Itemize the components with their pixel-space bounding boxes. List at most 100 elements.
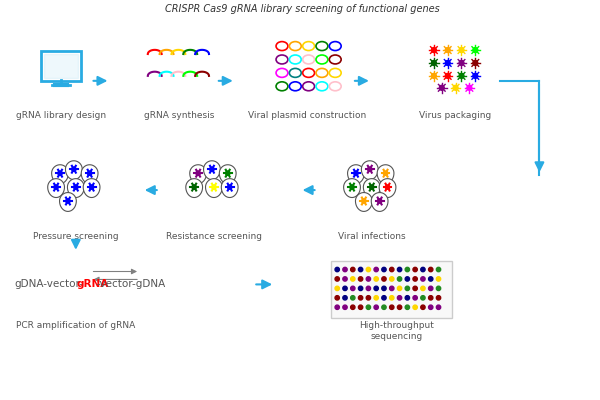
Circle shape (397, 286, 402, 290)
Circle shape (445, 73, 450, 78)
Ellipse shape (276, 68, 288, 77)
Circle shape (335, 277, 340, 281)
Circle shape (431, 60, 436, 66)
Circle shape (413, 277, 418, 281)
Text: CRISPR Cas9 gRNA library screening of functional genes: CRISPR Cas9 gRNA library screening of fu… (166, 4, 440, 14)
Circle shape (196, 171, 200, 175)
Circle shape (473, 73, 478, 78)
Circle shape (431, 73, 436, 78)
Circle shape (436, 286, 440, 290)
Circle shape (382, 277, 386, 281)
Polygon shape (65, 161, 82, 180)
Polygon shape (355, 192, 372, 212)
Circle shape (473, 60, 478, 66)
Circle shape (405, 305, 410, 310)
Circle shape (405, 267, 410, 272)
Circle shape (368, 167, 372, 171)
Polygon shape (347, 165, 364, 184)
Circle shape (358, 277, 363, 281)
Circle shape (445, 60, 450, 66)
Circle shape (397, 267, 402, 272)
Circle shape (374, 267, 379, 272)
Text: Virus packaging: Virus packaging (419, 111, 492, 120)
Circle shape (66, 199, 70, 203)
Circle shape (354, 171, 358, 175)
Circle shape (405, 277, 410, 281)
Text: PCR amplification of gRNA: PCR amplification of gRNA (16, 321, 136, 330)
Circle shape (459, 60, 464, 66)
Circle shape (385, 185, 389, 189)
Circle shape (343, 286, 347, 290)
Circle shape (366, 286, 371, 290)
Circle shape (389, 305, 394, 310)
Circle shape (453, 85, 458, 90)
Polygon shape (48, 179, 64, 198)
Circle shape (428, 286, 433, 290)
Circle shape (383, 171, 388, 175)
Circle shape (445, 48, 450, 52)
Ellipse shape (302, 68, 314, 77)
Circle shape (374, 305, 379, 310)
Polygon shape (67, 179, 84, 198)
Circle shape (428, 305, 433, 310)
Ellipse shape (329, 82, 341, 91)
Ellipse shape (329, 42, 341, 50)
Circle shape (436, 305, 440, 310)
Text: gDNA-vector-: gDNA-vector- (14, 280, 83, 290)
Polygon shape (186, 179, 203, 198)
Polygon shape (83, 179, 100, 198)
Polygon shape (377, 165, 394, 184)
Circle shape (58, 171, 62, 175)
Ellipse shape (289, 68, 301, 77)
Ellipse shape (329, 68, 341, 77)
Ellipse shape (302, 42, 314, 50)
Circle shape (428, 296, 433, 300)
Circle shape (227, 185, 232, 189)
Circle shape (366, 267, 371, 272)
Circle shape (374, 296, 379, 300)
Ellipse shape (302, 55, 314, 64)
Circle shape (370, 185, 374, 189)
Circle shape (397, 296, 402, 300)
Circle shape (413, 286, 418, 290)
Polygon shape (52, 165, 68, 184)
Circle shape (405, 286, 410, 290)
Circle shape (413, 305, 418, 310)
Circle shape (389, 277, 394, 281)
Ellipse shape (289, 42, 301, 50)
Circle shape (382, 296, 386, 300)
Circle shape (436, 296, 440, 300)
Circle shape (210, 167, 214, 171)
Circle shape (74, 185, 78, 189)
Circle shape (436, 277, 440, 281)
Circle shape (382, 305, 386, 310)
Polygon shape (371, 192, 388, 212)
Circle shape (358, 267, 363, 272)
Ellipse shape (276, 82, 288, 91)
Circle shape (226, 171, 230, 175)
Circle shape (377, 199, 382, 203)
Circle shape (428, 267, 433, 272)
Circle shape (382, 286, 386, 290)
Ellipse shape (289, 82, 301, 91)
Circle shape (389, 296, 394, 300)
Polygon shape (190, 165, 206, 184)
Circle shape (212, 185, 216, 189)
Circle shape (366, 305, 371, 310)
Circle shape (88, 171, 92, 175)
Polygon shape (220, 165, 236, 184)
Polygon shape (81, 165, 98, 184)
Circle shape (350, 305, 355, 310)
Circle shape (431, 48, 436, 52)
Circle shape (439, 85, 444, 90)
Circle shape (335, 267, 340, 272)
Circle shape (343, 267, 347, 272)
Circle shape (71, 167, 76, 171)
Ellipse shape (329, 55, 341, 64)
Circle shape (350, 277, 355, 281)
FancyBboxPatch shape (331, 261, 452, 318)
Text: High-throughput
sequencing: High-throughput sequencing (359, 321, 434, 340)
Circle shape (335, 305, 340, 310)
Circle shape (343, 305, 347, 310)
Polygon shape (379, 179, 396, 198)
